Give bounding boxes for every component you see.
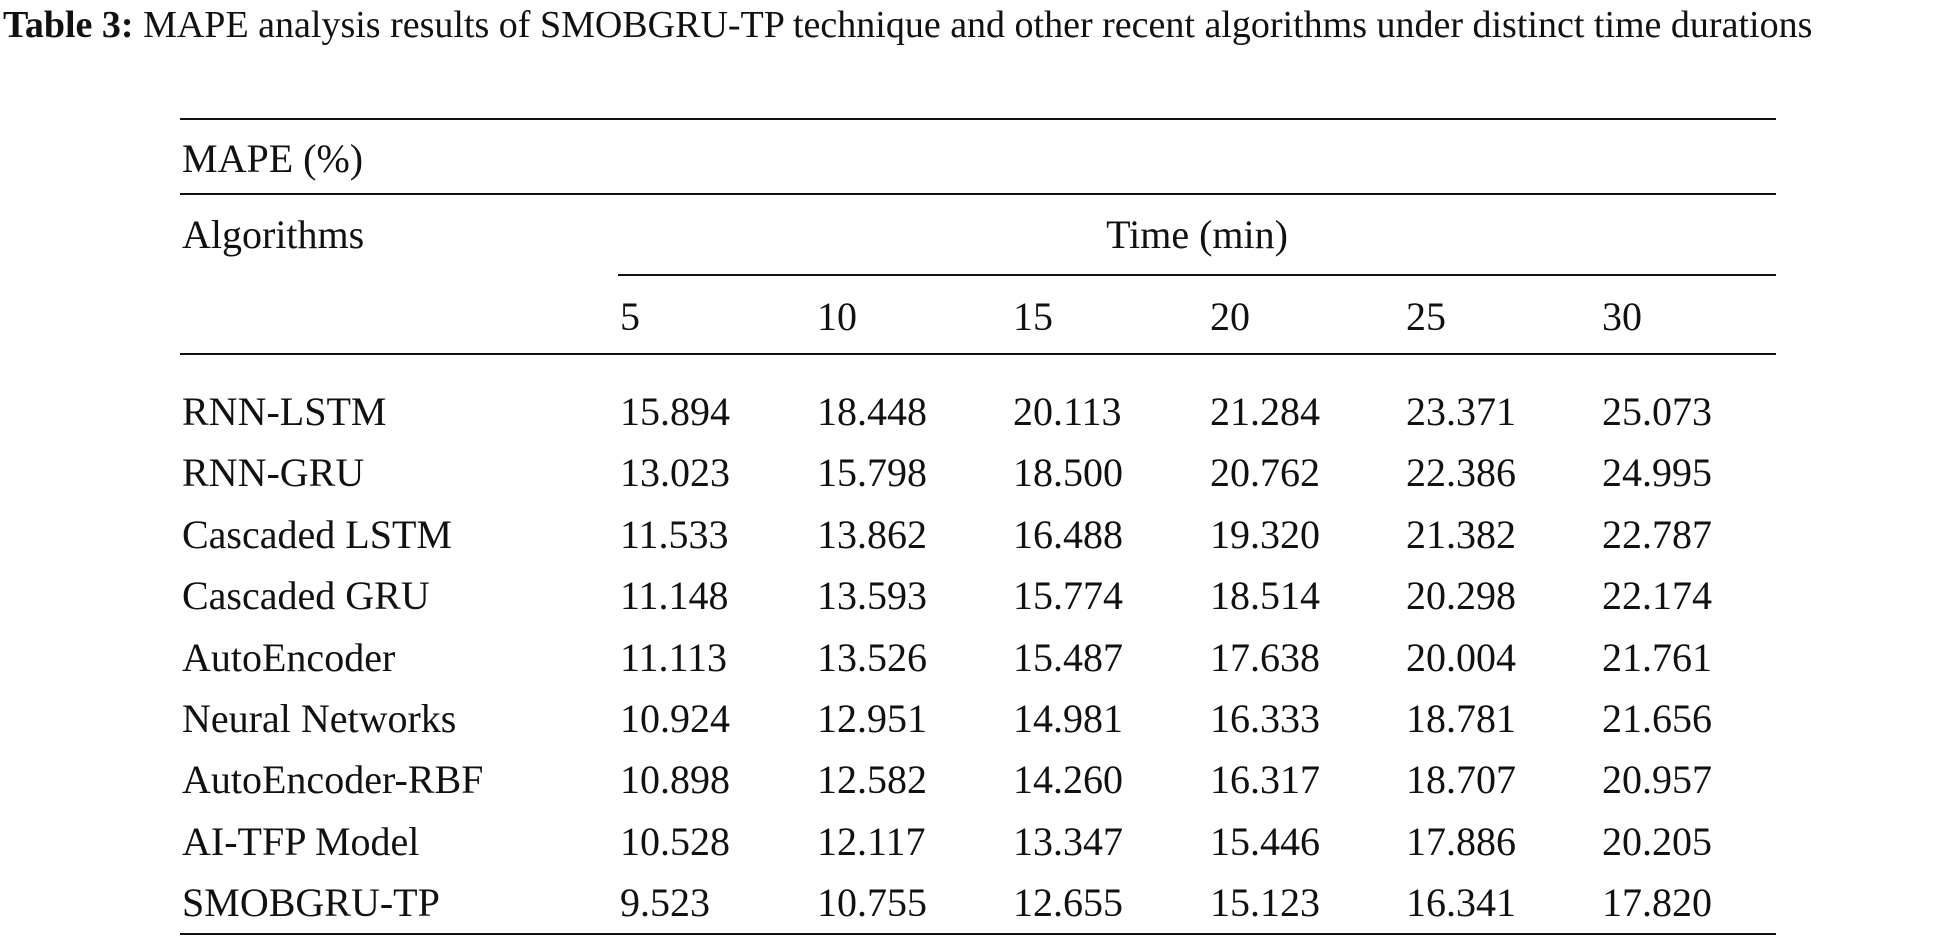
mape-value-cell: 15.894 bbox=[620, 389, 730, 434]
mape-value-cell: 21.761 bbox=[1602, 635, 1712, 680]
mape-value-cell: 15.774 bbox=[1013, 573, 1123, 618]
mape-value-cell: 12.951 bbox=[817, 696, 927, 741]
time-column-header: 15 bbox=[1013, 294, 1053, 339]
time-column-header: 30 bbox=[1602, 294, 1642, 339]
table-body-top-rule bbox=[180, 353, 1776, 355]
mape-value-cell: 16.341 bbox=[1406, 880, 1516, 925]
mape-value-cell: 18.514 bbox=[1210, 573, 1320, 618]
mape-value-cell: 17.820 bbox=[1602, 880, 1712, 925]
mape-value-cell: 20.205 bbox=[1602, 819, 1712, 864]
table-header-rule bbox=[180, 193, 1776, 195]
mape-value-cell: 14.981 bbox=[1013, 696, 1123, 741]
mape-value-cell: 22.174 bbox=[1602, 573, 1712, 618]
table-caption: Table 3: MAPE analysis results of SMOBGR… bbox=[3, 0, 1951, 51]
mape-value-cell: 19.320 bbox=[1210, 512, 1320, 557]
mape-value-cell: 13.347 bbox=[1013, 819, 1123, 864]
mape-value-cell: 18.781 bbox=[1406, 696, 1516, 741]
algorithm-name-cell: RNN-LSTM bbox=[182, 389, 387, 434]
mape-value-cell: 16.317 bbox=[1210, 757, 1320, 802]
algorithm-name-cell: SMOBGRU-TP bbox=[182, 880, 440, 925]
algorithm-name-cell: Cascaded LSTM bbox=[182, 512, 452, 557]
mape-value-cell: 15.123 bbox=[1210, 880, 1320, 925]
mape-value-cell: 15.798 bbox=[817, 450, 927, 495]
time-column-header: 25 bbox=[1406, 294, 1446, 339]
algorithm-name-cell: Neural Networks bbox=[182, 696, 457, 741]
mape-value-cell: 10.898 bbox=[620, 757, 730, 802]
table-caption-text: MAPE analysis results of SMOBGRU-TP tech… bbox=[133, 4, 1813, 46]
table-caption-label: Table 3: bbox=[3, 4, 134, 46]
mape-value-cell: 20.113 bbox=[1013, 389, 1122, 434]
mape-value-cell: 15.487 bbox=[1013, 635, 1123, 680]
table-bottom-rule bbox=[180, 933, 1776, 935]
mape-value-cell: 11.113 bbox=[620, 635, 728, 680]
mape-value-cell: 13.526 bbox=[817, 635, 927, 680]
algorithm-name-cell: AI-TFP Model bbox=[182, 819, 420, 864]
algorithms-header: Algorithms bbox=[182, 212, 365, 257]
mape-value-cell: 11.533 bbox=[620, 512, 729, 557]
mape-value-cell: 17.886 bbox=[1406, 819, 1516, 864]
mape-value-cell: 21.656 bbox=[1602, 696, 1712, 741]
mape-value-cell: 21.382 bbox=[1406, 512, 1516, 557]
mape-value-cell: 10.528 bbox=[620, 819, 730, 864]
algorithm-name-cell: Cascaded GRU bbox=[182, 573, 430, 618]
mape-value-cell: 14.260 bbox=[1013, 757, 1123, 802]
mape-value-cell: 22.386 bbox=[1406, 450, 1516, 495]
mape-value-cell: 17.638 bbox=[1210, 635, 1320, 680]
mape-value-cell: 20.004 bbox=[1406, 635, 1516, 680]
time-column-header: 5 bbox=[620, 294, 640, 339]
mape-value-cell: 12.655 bbox=[1013, 880, 1123, 925]
mape-value-cell: 16.488 bbox=[1013, 512, 1123, 557]
algorithm-name-cell: AutoEncoder bbox=[182, 635, 396, 680]
mape-value-cell: 16.333 bbox=[1210, 696, 1320, 741]
mape-value-cell: 20.957 bbox=[1602, 757, 1712, 802]
mape-value-cell: 12.582 bbox=[817, 757, 927, 802]
mape-value-cell: 20.762 bbox=[1210, 450, 1320, 495]
mape-value-cell: 18.707 bbox=[1406, 757, 1516, 802]
mape-value-cell: 10.755 bbox=[817, 880, 927, 925]
mape-value-cell: 21.284 bbox=[1210, 389, 1320, 434]
mape-value-cell: 13.023 bbox=[620, 450, 730, 495]
mape-value-cell: 18.500 bbox=[1013, 450, 1123, 495]
metric-header: MAPE (%) bbox=[182, 136, 364, 181]
mape-value-cell: 22.787 bbox=[1602, 512, 1712, 557]
mape-value-cell: 18.448 bbox=[817, 389, 927, 434]
mape-value-cell: 10.924 bbox=[620, 696, 730, 741]
time-group-rule bbox=[618, 274, 1776, 276]
mape-value-cell: 13.593 bbox=[817, 573, 927, 618]
algorithm-name-cell: RNN-GRU bbox=[182, 450, 365, 495]
mape-value-cell: 12.117 bbox=[817, 819, 926, 864]
mape-value-cell: 23.371 bbox=[1406, 389, 1516, 434]
mape-value-cell: 20.298 bbox=[1406, 573, 1516, 618]
mape-value-cell: 13.862 bbox=[817, 512, 927, 557]
table-top-rule bbox=[180, 118, 1776, 120]
time-group-header: Time (min) bbox=[1106, 212, 1288, 257]
mape-value-cell: 9.523 bbox=[620, 880, 710, 925]
mape-value-cell: 11.148 bbox=[620, 573, 729, 618]
mape-value-cell: 15.446 bbox=[1210, 819, 1320, 864]
algorithm-name-cell: AutoEncoder-RBF bbox=[182, 757, 484, 802]
mape-value-cell: 25.073 bbox=[1602, 389, 1712, 434]
time-column-header: 20 bbox=[1210, 294, 1250, 339]
mape-value-cell: 24.995 bbox=[1602, 450, 1712, 495]
time-column-header: 10 bbox=[817, 294, 857, 339]
